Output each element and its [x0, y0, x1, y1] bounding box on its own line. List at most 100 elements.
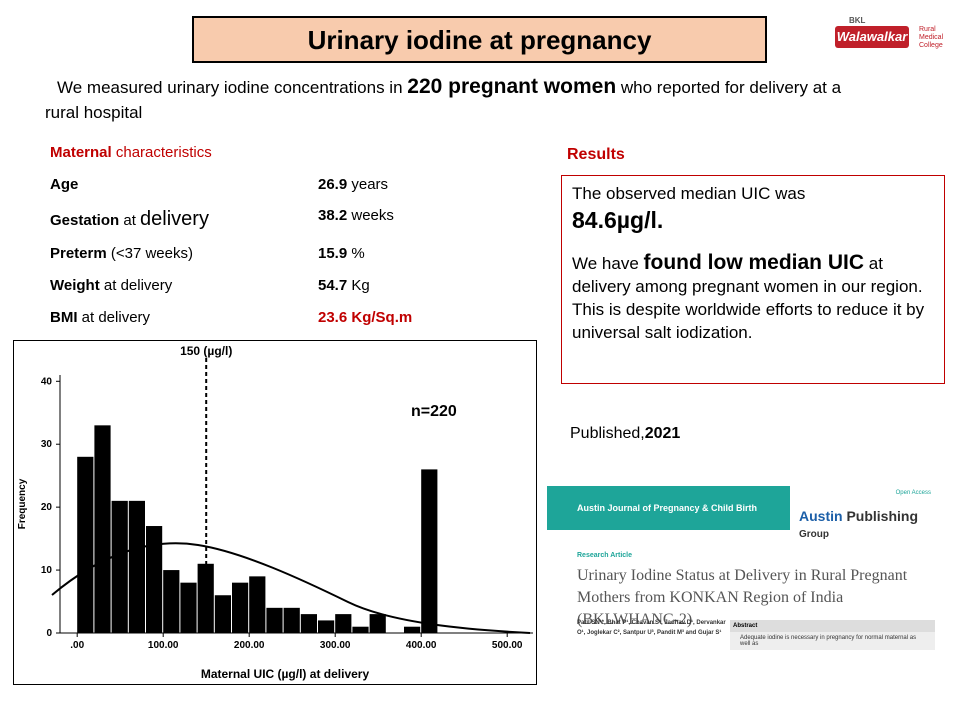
logo-small: BKL	[849, 16, 866, 25]
bar	[146, 526, 163, 633]
x-tick-label: 100.00	[148, 640, 179, 651]
open-access: Open Access	[895, 490, 931, 496]
x-tick-label: 300.00	[320, 640, 351, 651]
unit: weeks	[347, 207, 394, 224]
value: 54.7	[318, 277, 348, 294]
heading-bold: Maternal	[50, 144, 112, 161]
unit: years	[347, 176, 389, 193]
value: 15.9	[318, 245, 348, 262]
bar	[352, 626, 369, 633]
value: 26.9	[318, 176, 348, 193]
bar	[249, 576, 266, 633]
abstract-text: Adequate iodine is necessary in pregnanc…	[740, 635, 917, 647]
annotation: n=220	[411, 403, 457, 420]
journal-snippet: Austin Journal of Pregnancy & Child Birt…	[547, 486, 935, 650]
row-label: Weight at delivery	[50, 277, 172, 294]
value: 23.6 Kg/Sq.m	[318, 309, 413, 326]
label: Weight	[50, 277, 100, 294]
label: at delivery	[99, 277, 173, 294]
bar	[128, 500, 145, 633]
label: (<37 weeks)	[106, 245, 193, 262]
intro-text: We measured urinary iodine concentration…	[57, 78, 408, 97]
bar	[421, 469, 438, 633]
logo-side: Rural Medical College	[919, 26, 944, 49]
histogram: Frequency Maternal UIC (µg/l) at deliver…	[13, 340, 537, 685]
bar	[180, 582, 197, 633]
row-value: 38.2 weeks	[318, 207, 394, 224]
results-value: 84.6µg/l.	[572, 207, 664, 233]
intro-bold: 220 pregnant women	[407, 75, 617, 98]
article-kind: Research Article	[577, 552, 632, 559]
bar	[404, 626, 421, 633]
row-value: 54.7 Kg	[318, 277, 370, 294]
row-label: Age	[50, 176, 78, 193]
published-text: Published,	[570, 425, 645, 442]
bar	[111, 500, 128, 633]
row-value: 26.9 years	[318, 176, 388, 193]
authors: Patil SN¹*, Bhat P¹, Chavan S¹, Jadhav D…	[577, 620, 726, 636]
results-text: We have	[572, 254, 644, 273]
y-tick-label: 30	[41, 439, 53, 450]
journal-bar: Austin Journal of Pregnancy & Child Birt…	[547, 486, 790, 530]
heading-text: characteristics	[111, 144, 212, 161]
published: Published,2021	[570, 425, 680, 443]
bar	[163, 570, 180, 633]
results-text: at delivery among pregnant women in our …	[572, 254, 925, 342]
logo-name: Walawalkar	[835, 26, 909, 48]
y-tick-label: 20	[41, 502, 53, 513]
label: at delivery	[77, 309, 151, 326]
bar	[232, 582, 249, 633]
published-year: 2021	[644, 425, 681, 442]
bar	[300, 614, 317, 633]
row-label: Gestation at delivery	[50, 208, 209, 231]
results-text: The observed median UIC was	[572, 184, 806, 203]
publisher-part: Group	[799, 529, 829, 540]
label: Preterm	[50, 245, 107, 262]
row-value: 15.9 %	[318, 245, 365, 262]
bar	[94, 425, 111, 633]
logo: BKL Walawalkar Rural Medical College	[835, 14, 950, 60]
x-axis-label: Maternal UIC (µg/l) at delivery	[201, 667, 370, 681]
article-title: Urinary Iodine Status at Delivery in Rur…	[577, 567, 908, 628]
maternal-heading: Maternal characteristics	[50, 144, 212, 161]
intro: We measured urinary iodine concentration…	[45, 74, 865, 125]
row-label: BMI at delivery	[50, 309, 150, 326]
intro-text: who reported for delivery at a rural hos…	[45, 78, 842, 122]
label: Gestation	[50, 212, 120, 229]
x-tick-label: 400.00	[406, 640, 437, 651]
results-heading: Results	[567, 146, 625, 163]
x-tick-label: .00	[70, 640, 84, 651]
label: Age	[50, 176, 79, 193]
title: Urinary iodine at pregnancy	[307, 25, 652, 55]
y-axis-label: Frequency	[17, 478, 28, 529]
publisher-part: Publishing	[842, 508, 919, 524]
x-tick-label: 200.00	[234, 640, 265, 651]
y-tick-label: 40	[41, 376, 53, 387]
bar	[77, 456, 94, 633]
y-tick-label: 10	[41, 565, 53, 576]
results-bold: found low median UIC	[643, 251, 865, 274]
label: BMI	[50, 309, 78, 326]
unit: %	[347, 245, 365, 262]
bar	[214, 595, 231, 633]
publisher-part: Austin	[799, 508, 843, 524]
publisher: Austin Publishing Group	[799, 508, 935, 540]
row-value: 23.6 Kg/Sq.m	[318, 309, 412, 326]
abstract-heading: Abstract	[730, 620, 935, 632]
title-box: Urinary iodine at pregnancy	[192, 16, 767, 63]
x-tick-label: 500.00	[492, 640, 523, 651]
label: at	[119, 212, 141, 229]
reference-label: 150 (µg/l)	[180, 344, 232, 358]
row-label: Preterm (<37 weeks)	[50, 245, 193, 262]
bar	[266, 607, 283, 633]
bar	[318, 620, 335, 633]
bar	[335, 614, 352, 633]
label: delivery	[140, 208, 209, 230]
y-tick-label: 0	[46, 628, 52, 639]
bar	[283, 607, 300, 633]
bar	[369, 614, 386, 633]
results-box: The observed median UIC was 84.6µg/l. We…	[561, 175, 945, 384]
value: 38.2	[318, 207, 348, 224]
unit: Kg	[347, 277, 370, 294]
